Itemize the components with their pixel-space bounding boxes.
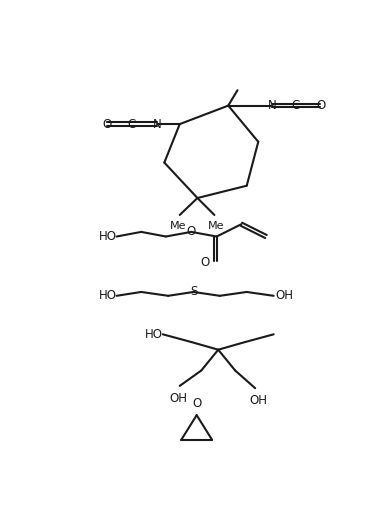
Text: OH: OH [249,394,267,407]
Text: HO: HO [98,290,116,302]
Text: OH: OH [275,290,293,302]
Text: O: O [187,226,196,238]
Text: O: O [201,256,210,269]
Text: O: O [102,117,111,131]
Text: O: O [192,397,201,410]
Text: Me: Me [170,221,187,231]
Text: Me: Me [208,221,224,231]
Text: HO: HO [98,230,116,243]
Text: N: N [153,117,162,131]
Text: C: C [291,99,300,112]
Text: C: C [128,117,136,131]
Text: O: O [316,99,325,112]
Text: N: N [268,99,277,112]
Text: HO: HO [145,328,163,341]
Text: S: S [190,285,197,299]
Text: OH: OH [169,392,187,405]
